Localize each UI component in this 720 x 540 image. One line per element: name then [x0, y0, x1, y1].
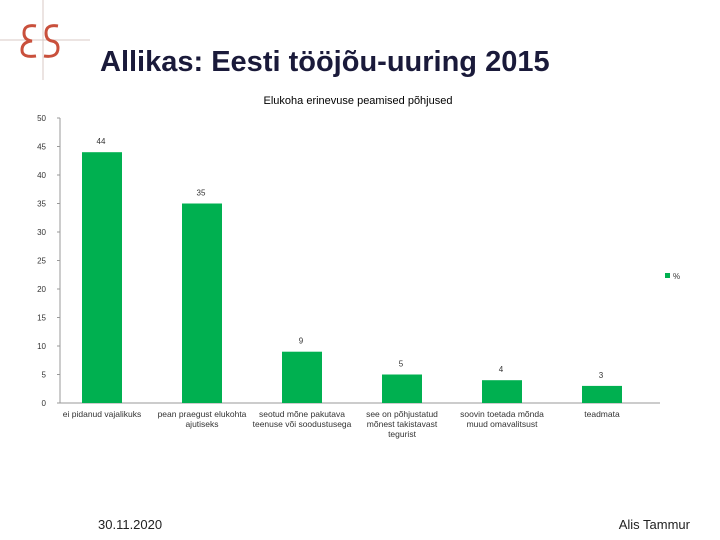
- y-tick-label: 10: [37, 342, 46, 351]
- y-tick-label: 35: [37, 200, 46, 209]
- data-label: 3: [599, 371, 604, 380]
- data-label: 9: [299, 337, 304, 346]
- bar: [282, 351, 322, 403]
- bar-chart: Elukoha erinevuse peamised põhjused 0 5 10…: [37, 95, 680, 408]
- y-tick-label: 30: [37, 228, 46, 237]
- data-label: 5: [399, 360, 404, 369]
- y-tick-label: 15: [37, 314, 46, 323]
- data-label: 4: [499, 365, 504, 374]
- x-tick-label: soovin toetada mõnda muud omavalitsust: [460, 409, 544, 429]
- y-tick-label: 25: [37, 257, 46, 266]
- bar: [482, 380, 522, 403]
- x-tick-label: pean praegust elukohta ajutiseks: [157, 409, 247, 429]
- y-tick-label: 40: [37, 171, 46, 180]
- chart-title: Elukoha erinevuse peamised põhjused: [264, 95, 453, 107]
- x-tick-label: see on põhjustatud mõnest takistavast te…: [366, 409, 438, 439]
- y-tick-label: 5: [42, 371, 47, 380]
- x-tick-label: seotud mõne pakutava teenuse või soodust…: [252, 409, 352, 429]
- bar: [382, 374, 422, 403]
- y-tick-label: 0: [42, 399, 47, 408]
- x-tick-label: teadmata: [584, 409, 620, 419]
- bar: [182, 203, 222, 403]
- bar: [582, 385, 622, 403]
- bar: [82, 152, 122, 403]
- data-label: 35: [197, 189, 206, 198]
- x-tick-label: ei pidanud vajalikuks: [62, 409, 142, 419]
- legend-swatch: [665, 273, 670, 278]
- data-label: 44: [97, 137, 106, 146]
- legend-label: %: [673, 272, 680, 281]
- logo-icon: [0, 0, 90, 80]
- y-tick-label: 45: [37, 143, 46, 152]
- slide-title: Allikas: Eesti tööjõu-uuring 2015: [100, 46, 550, 78]
- y-tick-label: 50: [37, 114, 46, 123]
- footer-author: Alis Tammur: [618, 517, 690, 532]
- y-tick-label: 20: [37, 285, 46, 294]
- footer-date: 30.11.2020: [98, 517, 163, 532]
